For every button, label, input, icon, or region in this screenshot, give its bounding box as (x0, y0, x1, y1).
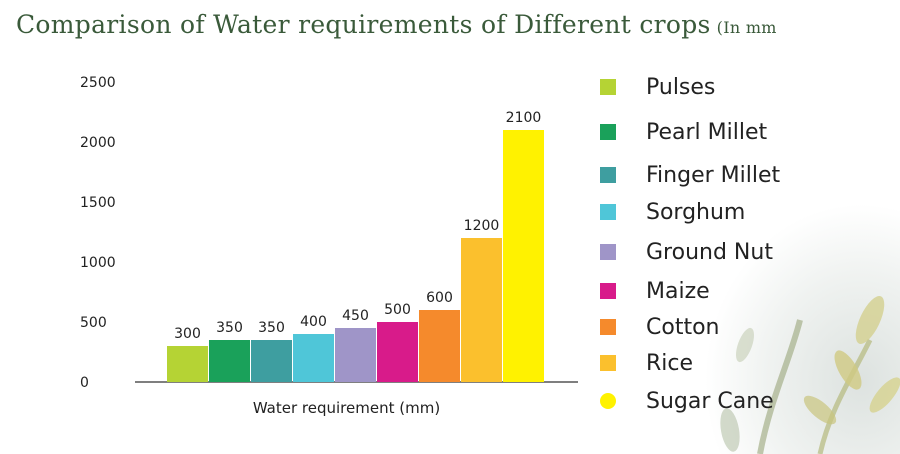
legend-swatch (600, 319, 616, 335)
bar-value-label: 2100 (506, 110, 542, 126)
y-tick-label: 2000 (80, 135, 116, 151)
bars-group (167, 130, 544, 382)
legend-swatch (600, 355, 616, 371)
legend-label: Rice (646, 350, 694, 376)
legend-item-sugar-cane: Sugar Cane (600, 386, 774, 416)
legend-swatch (600, 204, 616, 220)
bar-value-label: 1200 (464, 218, 500, 234)
bar-value-label: 450 (342, 308, 369, 324)
legend-item-pearl-millet: Pearl Millet (600, 117, 767, 147)
legend-swatch (600, 283, 616, 299)
x-axis-label: Water requirement (mm) (253, 399, 440, 417)
bar-cotton (419, 310, 460, 382)
legend-swatch (600, 79, 616, 95)
bar-sugar-cane (503, 130, 544, 382)
legend-item-rice: Rice (600, 348, 693, 378)
bar-value-label: 300 (174, 326, 201, 342)
legend-item-pulses: Pulses (600, 72, 715, 102)
bar-pulses (167, 346, 208, 382)
legend-item-cotton: Cotton (600, 312, 719, 342)
y-tick-label: 0 (80, 375, 89, 391)
chart-title: Comparison of Water requirements of Diff… (16, 10, 777, 39)
legend-swatch (600, 124, 616, 140)
y-axis-ticks: 0 500 1000 1500 2000 2500 (80, 75, 116, 391)
legend-label: Sorghum (646, 199, 746, 225)
legend-swatch (600, 244, 616, 260)
y-tick-label: 500 (80, 315, 107, 331)
y-tick-label: 1500 (80, 195, 116, 211)
bar-pearl-millet (209, 340, 250, 382)
bar-value-label: 600 (426, 290, 453, 306)
legend-label: Cotton (646, 314, 720, 340)
legend-label: Ground Nut (646, 239, 773, 265)
y-tick-label: 2500 (80, 75, 116, 91)
bar-rice (461, 238, 502, 382)
bar-sorghum (293, 334, 334, 382)
bar-data-labels: 300 350 350 400 450 500 600 1200 2100 (174, 110, 541, 342)
bar-value-label: 350 (258, 320, 285, 336)
legend-label: Pulses (646, 74, 716, 100)
legend-item-maize: Maize (600, 276, 710, 306)
legend-item-ground-nut: Ground Nut (600, 237, 773, 267)
bar-finger-millet (251, 340, 292, 382)
bar-ground-nut (335, 328, 376, 382)
chart-legend: Pulses Pearl Millet Finger Millet Sorghum Gr… (600, 70, 900, 430)
legend-item-finger-millet: Finger Millet (600, 160, 780, 190)
bar-maize (377, 322, 418, 382)
chart-title-text: Comparison of Water requirements of Diff… (16, 10, 711, 39)
legend-label: Finger Millet (646, 162, 781, 188)
bar-value-label: 350 (216, 320, 243, 336)
chart-title-unit: (In mm (716, 18, 777, 37)
legend-label: Maize (646, 278, 710, 304)
y-tick-label: 1000 (80, 255, 116, 271)
bar-value-label: 500 (384, 302, 411, 318)
legend-label: Sugar Cane (646, 388, 774, 414)
legend-label: Pearl Millet (646, 119, 768, 145)
legend-swatch (600, 167, 616, 183)
legend-item-sorghum: Sorghum (600, 197, 745, 227)
legend-swatch (600, 393, 616, 409)
bar-value-label: 400 (300, 314, 327, 330)
